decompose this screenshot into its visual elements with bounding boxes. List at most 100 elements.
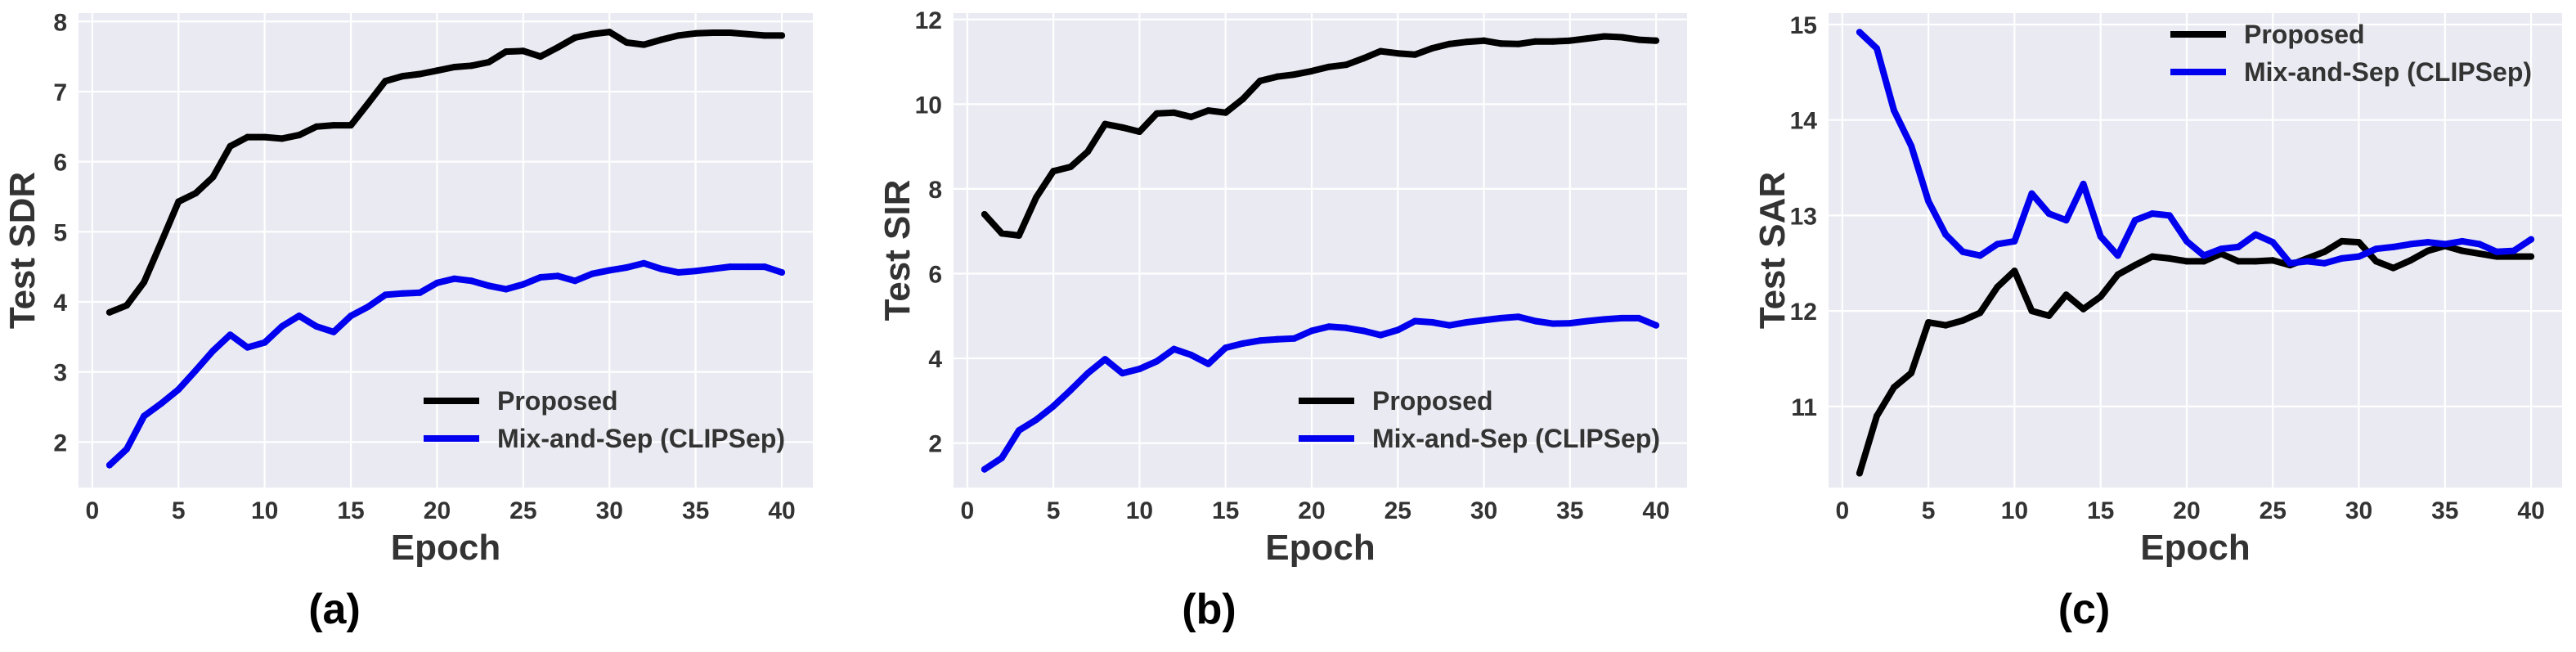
- x-tick-label: 30: [596, 497, 623, 524]
- data-point: [2080, 180, 2087, 187]
- grid: [79, 13, 813, 488]
- data-point: [295, 313, 303, 320]
- x-axis-label: Epoch: [2140, 528, 2250, 568]
- data-point: [1942, 231, 1950, 238]
- data-point: [554, 272, 562, 280]
- chart-panel-a: 0 5 10 15 20 25 30 35 40 2 3 4 5 6 7 8 Epoch Test SDR Prop…: [2, 9, 813, 633]
- data-point: [141, 412, 148, 420]
- chart-panel-b: 0 5 10 15 20 25 30 35 40 2 4 6 8 10 12 Epoch Test SIR Pro…: [877, 7, 1687, 633]
- data-point: [1067, 386, 1075, 393]
- data-point: [1994, 241, 2001, 248]
- data-point: [123, 445, 131, 452]
- x-tick-label: 15: [337, 497, 364, 524]
- data-point: [779, 268, 786, 276]
- data-point: [2338, 254, 2345, 262]
- data-point: [2321, 248, 2328, 255]
- data-point: [1977, 309, 1984, 317]
- data-point: [1446, 40, 1453, 47]
- data-point: [192, 366, 200, 374]
- data-point: [981, 465, 988, 473]
- data-point: [1446, 322, 1453, 329]
- x-tick-label: 35: [2431, 497, 2458, 524]
- data-point: [485, 282, 492, 290]
- data-point: [1102, 120, 1109, 128]
- data-point: [1033, 416, 1040, 424]
- data-point: [451, 275, 458, 282]
- data-point: [1583, 317, 1591, 325]
- series-points: [1856, 237, 2535, 477]
- data-point: [726, 263, 734, 271]
- data-point: [1497, 40, 1505, 47]
- data-point: [1256, 337, 1263, 344]
- data-point: [1583, 35, 1591, 43]
- y-tick-label: 4: [53, 290, 67, 317]
- x-tick-label: 40: [768, 497, 795, 524]
- x-tick-label: 5: [1922, 497, 1936, 524]
- data-point: [2201, 252, 2208, 259]
- data-point: [1856, 470, 1863, 477]
- data-point: [2218, 245, 2225, 253]
- data-point: [451, 63, 458, 70]
- data-point: [348, 122, 355, 129]
- y-tick-label: 4: [928, 346, 942, 373]
- data-point: [1908, 142, 1915, 150]
- data-point: [2304, 258, 2311, 265]
- data-point: [416, 289, 424, 296]
- data-point: [1326, 63, 1333, 70]
- data-point: [278, 135, 285, 142]
- x-tick-label: 40: [1642, 497, 1669, 524]
- data-point: [1959, 248, 1967, 255]
- data-point: [365, 303, 372, 310]
- data-point: [2045, 210, 2053, 218]
- data-point: [365, 100, 372, 107]
- data-point: [2028, 308, 2035, 315]
- data-point: [1618, 314, 1625, 322]
- data-point: [1153, 110, 1160, 117]
- legend-entry: Proposed: [1372, 386, 1493, 416]
- data-point: [2131, 217, 2138, 224]
- data-point: [1653, 322, 1660, 329]
- data-point: [2321, 259, 2328, 267]
- data-point: [1515, 40, 1522, 47]
- data-point: [1394, 326, 1402, 334]
- data-point: [330, 328, 337, 335]
- data-point: [1463, 38, 1470, 46]
- y-tick-label: 5: [53, 219, 67, 246]
- data-point: [192, 190, 200, 197]
- data-point: [1205, 360, 1212, 367]
- data-point: [2475, 241, 2483, 248]
- x-tick-label: 5: [172, 497, 186, 524]
- data-point: [433, 279, 441, 286]
- data-point: [1480, 317, 1488, 324]
- y-tick-label: 15: [1790, 12, 1817, 39]
- data-point: [2028, 190, 2035, 197]
- data-point: [640, 259, 648, 267]
- data-point: [1377, 331, 1384, 339]
- data-point: [1549, 38, 1556, 45]
- data-point: [1925, 319, 1932, 326]
- data-point: [657, 265, 665, 272]
- data-point: [692, 29, 699, 37]
- y-axis-label: Test SIR: [877, 180, 918, 322]
- grid: [1829, 13, 2562, 488]
- data-point: [998, 454, 1005, 461]
- data-point: [141, 278, 148, 286]
- data-point: [709, 265, 716, 272]
- data-point: [1566, 320, 1573, 327]
- data-point: [1377, 47, 1384, 55]
- data-point: [1977, 252, 1984, 259]
- data-point: [2269, 239, 2277, 246]
- data-point: [2355, 239, 2363, 246]
- data-point: [312, 322, 320, 330]
- data-point: [606, 29, 613, 36]
- series-line-mix-and-sep: [981, 313, 1660, 473]
- data-point: [1136, 366, 1143, 372]
- data-point: [1497, 314, 1505, 322]
- data-point: [1033, 194, 1040, 201]
- data-point: [209, 173, 217, 181]
- x-tick-label: 20: [2173, 497, 2200, 524]
- data-point: [1532, 38, 1539, 45]
- series-points: [981, 313, 1660, 473]
- data-point: [2114, 252, 2121, 259]
- data-point: [519, 47, 527, 55]
